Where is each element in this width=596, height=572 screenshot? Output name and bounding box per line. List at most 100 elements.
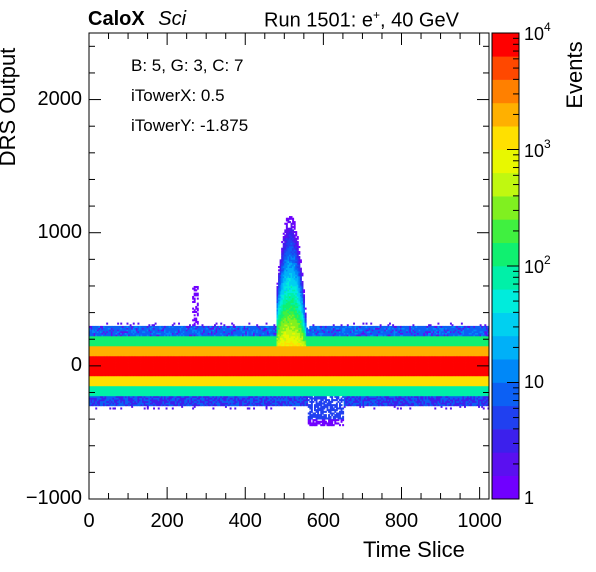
heatmap-cell (234, 362, 237, 365)
heatmap-cell (224, 379, 227, 382)
heatmap-cell (96, 395, 99, 398)
heatmap-cell (224, 372, 227, 375)
heatmap-cell (162, 382, 165, 385)
heatmap-cell (214, 382, 216, 385)
heatmap-cell (165, 364, 168, 367)
heatmap-cell (124, 384, 127, 387)
heatmap-cell (232, 395, 235, 398)
heatmap-cell (214, 392, 216, 395)
heatmap-cell (146, 339, 149, 342)
heatmap-cell (189, 387, 191, 390)
heatmap-cell (115, 357, 118, 360)
heatmap-cell (224, 400, 227, 403)
heatmap-cell (121, 399, 124, 402)
heatmap-cell (126, 392, 129, 395)
heatmap-cell (159, 382, 162, 385)
heatmap-cell (170, 377, 173, 380)
heatmap-cell (124, 397, 127, 400)
heatmap-cell (198, 332, 201, 335)
heatmap-cell (99, 392, 102, 395)
heatmap-cell (131, 362, 134, 365)
heatmap-cell (201, 362, 204, 365)
heatmap-cell (162, 327, 165, 330)
heatmap-cell (207, 334, 210, 337)
heatmap-cell (184, 359, 187, 362)
heatmap-cell (118, 382, 121, 385)
heatmap-cell (159, 390, 162, 393)
heatmap-cell (139, 372, 141, 375)
heatmap-cell (98, 352, 101, 355)
heatmap-cell (239, 350, 241, 353)
heatmap-cell (123, 354, 126, 357)
heatmap-cell (231, 365, 234, 368)
heatmap-cell (126, 345, 129, 348)
heatmap-cell (92, 344, 95, 347)
heatmap-cell (224, 392, 227, 395)
heatmap-cell (132, 357, 135, 360)
heatmap-cell (164, 329, 166, 332)
heatmap-cell (245, 399, 248, 402)
heatmap-cell (181, 404, 184, 407)
heatmap-cell (156, 384, 159, 387)
heatmap-cell (229, 372, 232, 375)
heatmap-cell (189, 349, 191, 352)
heatmap-cell (89, 375, 91, 378)
heatmap-cell (98, 362, 101, 365)
heatmap-cell (128, 370, 131, 373)
heatmap-cell (131, 395, 134, 398)
heatmap-cell (201, 355, 204, 358)
heatmap-cell (107, 327, 110, 330)
heatmap-cell (235, 334, 238, 337)
heatmap-cell (90, 340, 93, 343)
heatmap-cell (149, 339, 152, 342)
heatmap-cell (112, 339, 115, 342)
heatmap-cell (192, 392, 195, 395)
heatmap-cell (168, 354, 171, 357)
heatmap-cell (184, 379, 187, 382)
heatmap-cell (198, 374, 201, 377)
heatmap-cell (128, 357, 131, 360)
heatmap-cell (223, 345, 226, 348)
heatmap-cell (121, 362, 124, 365)
heatmap-cell (117, 365, 120, 368)
heatmap-cell (221, 397, 224, 400)
heatmap-cell (170, 357, 173, 360)
heatmap-cell (118, 397, 121, 400)
heatmap-cell (182, 384, 185, 387)
heatmap-cell (107, 397, 110, 400)
heatmap-cell (189, 339, 191, 342)
heatmap-cell (207, 392, 210, 395)
heatmap-cell (231, 384, 234, 387)
heatmap-cell (149, 342, 152, 345)
heatmap-cell (199, 364, 202, 367)
heatmap-cell (204, 362, 207, 365)
heatmap-cell (218, 399, 221, 402)
heatmap-cell (170, 375, 173, 378)
heatmap-cell (96, 397, 99, 400)
heatmap-cell (142, 352, 145, 355)
heatmap-cell (231, 394, 234, 397)
heatmap-cell (179, 370, 182, 373)
heatmap-cell (159, 345, 162, 348)
heatmap-cell (185, 327, 188, 330)
heatmap-cell (182, 390, 185, 393)
heatmap-cell (245, 329, 248, 332)
heatmap-cell (199, 329, 202, 332)
heatmap-cell (134, 367, 137, 370)
heatmap-cell (226, 334, 229, 337)
heatmap-cell (239, 367, 241, 370)
heatmap-cell (206, 402, 209, 405)
heatmap-cell (192, 407, 195, 410)
heatmap-cell (240, 369, 243, 372)
heatmap-cell (232, 342, 235, 345)
heatmap-cell (107, 332, 110, 335)
heatmap-cell (173, 335, 176, 338)
heatmap-cell (239, 372, 241, 375)
heatmap-cell (154, 325, 157, 328)
heatmap-cell (209, 325, 212, 328)
heatmap-cell (137, 342, 140, 345)
heatmap-cell (121, 365, 124, 368)
heatmap-cell (223, 367, 226, 370)
heatmap-cell (167, 344, 170, 347)
heatmap-cell (243, 332, 246, 335)
